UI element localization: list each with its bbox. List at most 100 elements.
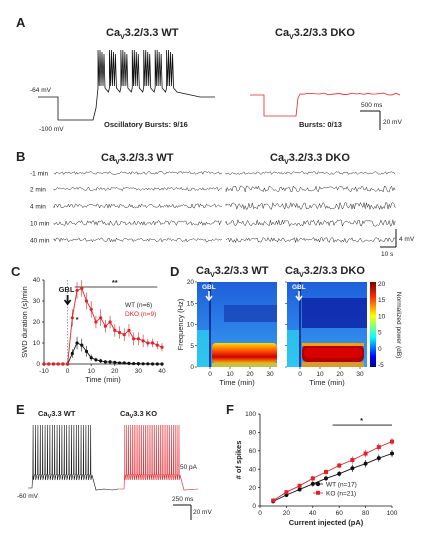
c-point-wt <box>113 360 117 364</box>
scale-time-500ms: 500 ms <box>361 102 383 109</box>
panel-e-scale-bar: 250 ms 20 mV <box>172 496 212 520</box>
c-gbl-arrow-icon <box>63 295 72 306</box>
panel-b-title-wt: CaV3.2/3.3 WT <box>101 152 174 166</box>
colorbar-tick-label: 15 <box>378 297 386 304</box>
c-y-tick-label: 40 <box>33 277 41 284</box>
d-x-tick-label: 30 <box>356 371 364 378</box>
f-y-tick-label: 100 <box>245 411 256 418</box>
spectrogram-wt-gbl-arrow-icon <box>205 291 213 302</box>
colorbar-tick-label: 5 <box>378 330 382 337</box>
c-point-dko <box>136 337 140 341</box>
d-y-tick-label: 10 <box>187 322 195 329</box>
c-point-dko <box>84 299 89 303</box>
f-point-wt <box>337 471 342 476</box>
panel-b-scale-bar: 4 mV 10 s <box>380 229 415 258</box>
c-y-tick-label: 0 <box>36 361 40 368</box>
f-x-axis-label: Current injected (pA) <box>289 518 364 527</box>
panel-e-title-ko: CaV3.3 KO <box>120 409 157 420</box>
eeg-trace-wt <box>53 203 223 209</box>
panel-label-a: A <box>16 15 26 30</box>
f-series-line-wt <box>273 453 393 502</box>
f-y-tick-label: 60 <box>249 448 257 455</box>
scale-eeg-10s: 10 s <box>381 251 394 258</box>
colorbar-tick-label: 10 <box>378 313 386 320</box>
c-point-dko <box>155 343 159 347</box>
eeg-row-label: -1 min <box>30 171 48 178</box>
f-x-tick-label: 0 <box>258 510 262 517</box>
f-point-wt <box>297 487 302 492</box>
c-x-tick-label: 20 <box>111 368 119 375</box>
c-point-dko <box>141 339 145 343</box>
eeg-trace-wt <box>53 171 223 175</box>
spectrogram-wt-gbl-label: GBL <box>202 284 216 291</box>
f-y-tick-label: 80 <box>249 430 257 437</box>
dko-current-clamp-trace <box>250 92 401 117</box>
c-point-dko <box>103 324 107 328</box>
c-point-wt <box>122 361 126 365</box>
colorbar-ticks: 20 15 10 5 0 -5 <box>378 281 386 369</box>
c-point-dko <box>51 362 56 366</box>
c-point-wt <box>84 349 89 353</box>
eeg-trace-dko <box>225 219 396 227</box>
f-y-tick-label: 20 <box>249 485 257 492</box>
c-point-wt <box>99 359 103 363</box>
c-point-wt <box>150 362 155 366</box>
c-point-dko <box>117 330 122 335</box>
panel-d-title-dko: CaV3.2/3.3 DKO <box>285 265 365 279</box>
c-point-wt <box>80 343 84 347</box>
panel-e-title-wt: CaV3.3 WT <box>38 409 76 420</box>
f-significance: * <box>360 416 363 425</box>
spectrogram-dko-gbl-arrow-icon <box>295 291 303 302</box>
panel-a-title-wt: CaV3.2/3.3 WT <box>106 27 179 41</box>
panel-a-scale-bar: 500 ms 20 mV <box>360 102 402 130</box>
power-colorbar <box>370 282 376 367</box>
eeg-row-label: 2 min <box>30 187 46 194</box>
eeg-trace-rows: -1 min 2 min 4 min 10 min 40 min <box>30 171 396 245</box>
eeg-row-label: 40 min <box>30 238 50 245</box>
current-step-50pa-label: 50 pA <box>180 464 198 471</box>
d-y-tick-label: 0 <box>190 364 194 371</box>
d-x-tick-label: 0 <box>298 371 302 378</box>
c-point-dko <box>99 316 103 320</box>
f-y-axis-label: # of spikes <box>234 441 243 480</box>
c-point-dko <box>132 337 136 341</box>
c-point-dko <box>75 288 79 293</box>
c-point-wt <box>160 362 164 366</box>
e-scale-voltage-20mv: 20 mV <box>193 509 212 516</box>
f-point-wt <box>350 466 355 471</box>
f-series-line-ko <box>272 441 393 501</box>
f-y-tick-label: 40 <box>249 466 257 473</box>
f-point-ko <box>310 476 315 481</box>
c-point-wt <box>155 362 159 366</box>
c-series-line-dko <box>44 287 163 365</box>
c-x-tick-label: -10 <box>39 368 49 375</box>
d-x-axis-label: Time (min) <box>309 378 345 387</box>
panel-label-d: D <box>170 264 179 279</box>
c-point-dko <box>47 362 51 366</box>
c-point-dko <box>89 307 93 311</box>
c-significance-main: ** <box>112 278 118 287</box>
eeg-trace-dko <box>225 171 396 175</box>
f-point-ko <box>350 458 355 462</box>
f-legend-ko: KO (n=21) <box>326 491 356 498</box>
f-x-tick-label: 20 <box>283 510 291 517</box>
spectrogram-dko-gbl-label: GBL <box>292 284 306 291</box>
eeg-trace-dko <box>225 201 396 211</box>
eeg-trace-dko <box>225 236 396 244</box>
c-point-dko <box>113 328 117 332</box>
f-x-tick-label: 80 <box>362 510 370 517</box>
f-y-tick-label: 0 <box>252 503 256 510</box>
c-point-dko <box>160 345 164 349</box>
c-point-wt <box>108 360 112 364</box>
d-y-axis-label: Frequency (Hz) <box>176 298 185 350</box>
d-y-tick-label: 15 <box>187 300 195 307</box>
c-gbl-label: GBL <box>59 285 75 294</box>
c-point-wt <box>146 362 150 366</box>
panel-a-title-dko: CaV3.2/3.3 DKO <box>275 27 355 41</box>
scale-eeg-4mv: 4 mV <box>399 236 415 243</box>
f-point-ko <box>363 451 368 456</box>
c-point-dko <box>80 286 84 290</box>
d-y-tick-label: 20 <box>187 279 195 286</box>
